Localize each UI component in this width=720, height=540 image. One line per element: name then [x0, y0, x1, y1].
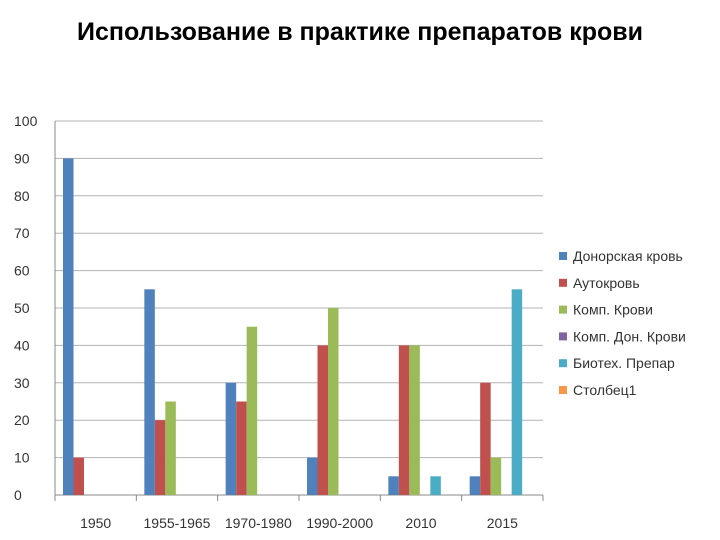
legend-label: Столбец1: [573, 382, 637, 398]
y-tick-label: 0: [14, 487, 22, 503]
y-tick-label: 50: [14, 300, 30, 316]
bar: [388, 476, 399, 495]
legend-swatch: [559, 278, 567, 287]
bar: [154, 420, 166, 495]
bar: [409, 345, 420, 495]
legend-swatch: [559, 252, 567, 260]
bar: [246, 326, 258, 495]
page-title: Использование в практике препаратов кров…: [76, 18, 644, 46]
y-tick-label: 30: [14, 375, 30, 391]
x-tick-label: 2010: [405, 515, 436, 531]
legend-label: Аутокровь: [573, 275, 640, 291]
x-tick-label: 2015: [487, 515, 518, 531]
y-tick-label: 40: [14, 337, 30, 353]
x-tick-label: 1950: [80, 515, 111, 531]
bar: [144, 289, 155, 495]
bar: [73, 457, 84, 495]
y-tick-label: 80: [14, 188, 30, 204]
y-tick-label: 90: [14, 150, 30, 166]
y-tick-label: 20: [14, 412, 30, 428]
bar: [398, 345, 410, 495]
legend-label: Комп. Крови: [573, 302, 653, 318]
bars: [63, 158, 523, 495]
bar: [236, 401, 247, 495]
y-axis-ticks: 0 10 20 30 40 50 60 70 80 90 100: [14, 113, 38, 503]
bar: [511, 289, 523, 495]
y-tick-label: 60: [14, 263, 30, 279]
bar: [307, 457, 318, 495]
legend-swatch: [559, 332, 567, 341]
bar: [469, 476, 481, 495]
bar: [317, 345, 328, 495]
gridlines: [55, 120, 543, 459]
bar: [328, 308, 339, 495]
bar: [225, 382, 237, 495]
legend-label: Донорская кровь: [573, 248, 683, 264]
x-tick-label: 1990-2000: [306, 515, 373, 531]
bar: [490, 457, 502, 495]
bar: [165, 401, 176, 495]
legend-swatch: [559, 386, 567, 394]
legend-swatch: [559, 305, 567, 314]
x-tick-label: 1970-1980: [225, 515, 292, 531]
legend-label: Биотех. Препар: [573, 355, 675, 371]
y-tick-label: 100: [14, 113, 38, 129]
y-tick-label: 70: [14, 225, 30, 241]
bar: [63, 158, 74, 495]
legend-label: Комп. Дон. Крови: [573, 328, 686, 344]
axes: [54, 121, 544, 501]
x-axis-ticks: 1950 1955-1965 1970-1980 1990-2000 2010 2015: [80, 515, 518, 531]
bar: [430, 476, 441, 495]
x-tick-label: 1955-1965: [144, 515, 211, 531]
legend-swatch: [559, 359, 567, 368]
bar: [480, 382, 491, 495]
legend: Донорская кровь Аутокровь Комп. Крови Комп.…: [559, 248, 686, 398]
y-tick-label: 10: [14, 450, 30, 466]
